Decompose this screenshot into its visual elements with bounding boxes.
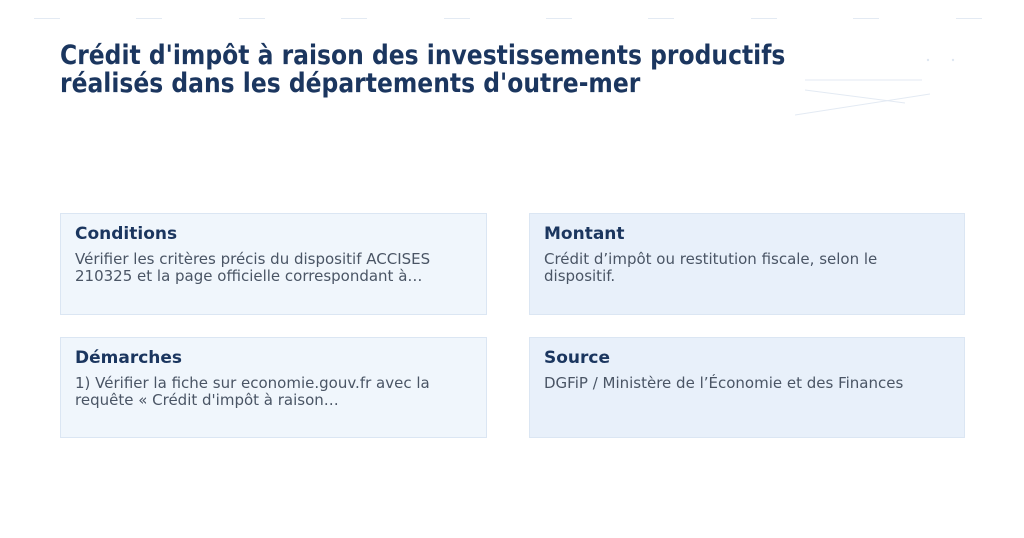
dash — [546, 18, 572, 19]
dash — [751, 18, 777, 19]
dash — [956, 18, 982, 19]
dash — [853, 18, 879, 19]
card-heading: Source — [544, 348, 611, 368]
card-text: DGFiP / Ministère de l’Économie et des F… — [544, 374, 904, 392]
card-conditions: Conditions Vérifier les critères précis … — [60, 213, 487, 315]
dash — [34, 18, 60, 19]
card-text: Vérifier les critères précis du disposit… — [75, 250, 431, 285]
dash — [341, 18, 367, 19]
card-heading: Conditions — [75, 224, 178, 244]
dash — [136, 18, 162, 19]
card-montant: Montant Crédit d’impôt ou restitution fi… — [529, 213, 965, 315]
page-title: Crédit d'impôt à raison des investisseme… — [60, 42, 785, 98]
title-line-2: réalisés dans les départements d'outre-m… — [60, 68, 641, 99]
dash — [444, 18, 470, 19]
dash — [648, 18, 674, 19]
decorative-lines — [794, 58, 955, 116]
card-text: Crédit d’impôt ou restitution fiscale, s… — [544, 250, 878, 285]
card-heading: Démarches — [75, 348, 183, 368]
card-demarches: Démarches 1) Vérifier la fiche sur econo… — [60, 337, 487, 438]
title-line-1: Crédit d'impôt à raison des investisseme… — [60, 40, 786, 71]
dash — [239, 18, 265, 19]
card-heading: Montant — [544, 224, 625, 244]
card-source: Source DGFiP / Ministère de l’Économie e… — [529, 337, 965, 438]
card-text: 1) Vérifier la fiche sur economie.gouv.f… — [75, 374, 430, 409]
